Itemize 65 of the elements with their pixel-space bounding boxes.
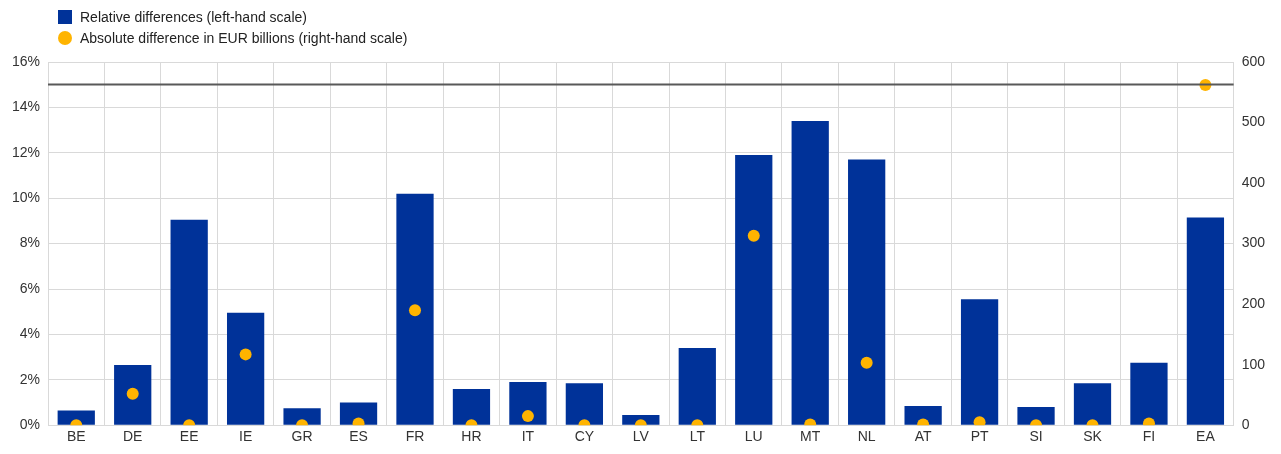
bar xyxy=(114,365,152,425)
y2-tick-label: 400 xyxy=(1241,173,1266,190)
y-tick-label: 12% xyxy=(11,143,41,160)
bar xyxy=(283,408,321,425)
x-tick-label: FR xyxy=(405,428,425,445)
bar xyxy=(339,402,378,425)
bar xyxy=(1073,383,1112,425)
x-tick-label: GR xyxy=(291,428,313,445)
y-tick-label: 16% xyxy=(11,52,41,69)
y2-tick-label: 0 xyxy=(1241,416,1250,433)
y2-tick-label: 500 xyxy=(1241,113,1266,130)
bar xyxy=(1130,362,1168,425)
point xyxy=(126,387,139,400)
x-tick-label: FI xyxy=(1142,428,1156,445)
x-tick-label: AT xyxy=(914,428,932,445)
x-tick-label: ES xyxy=(349,428,368,445)
y-tick-label: 0% xyxy=(19,416,41,433)
y2-tick-label: 200 xyxy=(1241,294,1266,311)
x-tick-label: NL xyxy=(857,428,876,445)
x-tick-label: EA xyxy=(1196,428,1216,445)
legend-label: Absolute difference in EUR billions (right-hand scale) xyxy=(79,28,408,48)
bar xyxy=(960,299,999,425)
x-tick-label: SI xyxy=(1029,428,1043,445)
x-tick-label: DE xyxy=(122,428,143,445)
bar xyxy=(509,382,547,425)
bar xyxy=(1017,407,1055,425)
y-tick-label: 2% xyxy=(19,370,41,387)
y-tick-label: 6% xyxy=(19,279,41,296)
legend-label: Relative differences (left-hand scale) xyxy=(79,7,308,27)
x-tick-label: MT xyxy=(800,428,821,445)
x-tick-label: IE xyxy=(239,428,253,445)
x-tick-label: HR xyxy=(461,428,482,445)
bar xyxy=(678,348,716,425)
bar xyxy=(565,383,603,425)
bar xyxy=(791,121,829,425)
y-tick-label: 8% xyxy=(19,234,41,251)
bar xyxy=(735,155,773,425)
bar xyxy=(1186,217,1225,425)
y-tick-label: 4% xyxy=(19,325,41,342)
bar xyxy=(904,405,942,425)
x-tick-label: CY xyxy=(574,428,595,445)
y-tick-label: 14% xyxy=(11,98,41,115)
x-tick-label: LT xyxy=(689,428,706,445)
bar xyxy=(396,193,434,425)
point xyxy=(747,229,760,242)
y2-tick-label: 600 xyxy=(1241,52,1266,69)
x-tick-label: BE xyxy=(66,428,86,445)
y-tick-label: 10% xyxy=(11,189,41,206)
bar xyxy=(848,159,886,425)
x-tick-label: SK xyxy=(1083,428,1103,445)
y2-tick-label: 300 xyxy=(1241,234,1266,251)
point xyxy=(973,416,986,426)
point xyxy=(860,356,873,369)
point xyxy=(409,304,421,317)
bar xyxy=(452,388,491,425)
x-tick-label: IT xyxy=(521,428,535,445)
point xyxy=(239,348,252,361)
x-tick-label: PT xyxy=(970,428,989,445)
bar xyxy=(226,312,265,425)
x-tick-label: LV xyxy=(632,428,650,445)
x-tick-label: EE xyxy=(179,428,199,445)
bar xyxy=(57,410,95,425)
x-tick-label: LU xyxy=(744,428,763,445)
y2-tick-label: 100 xyxy=(1241,355,1266,372)
bar xyxy=(170,219,208,425)
